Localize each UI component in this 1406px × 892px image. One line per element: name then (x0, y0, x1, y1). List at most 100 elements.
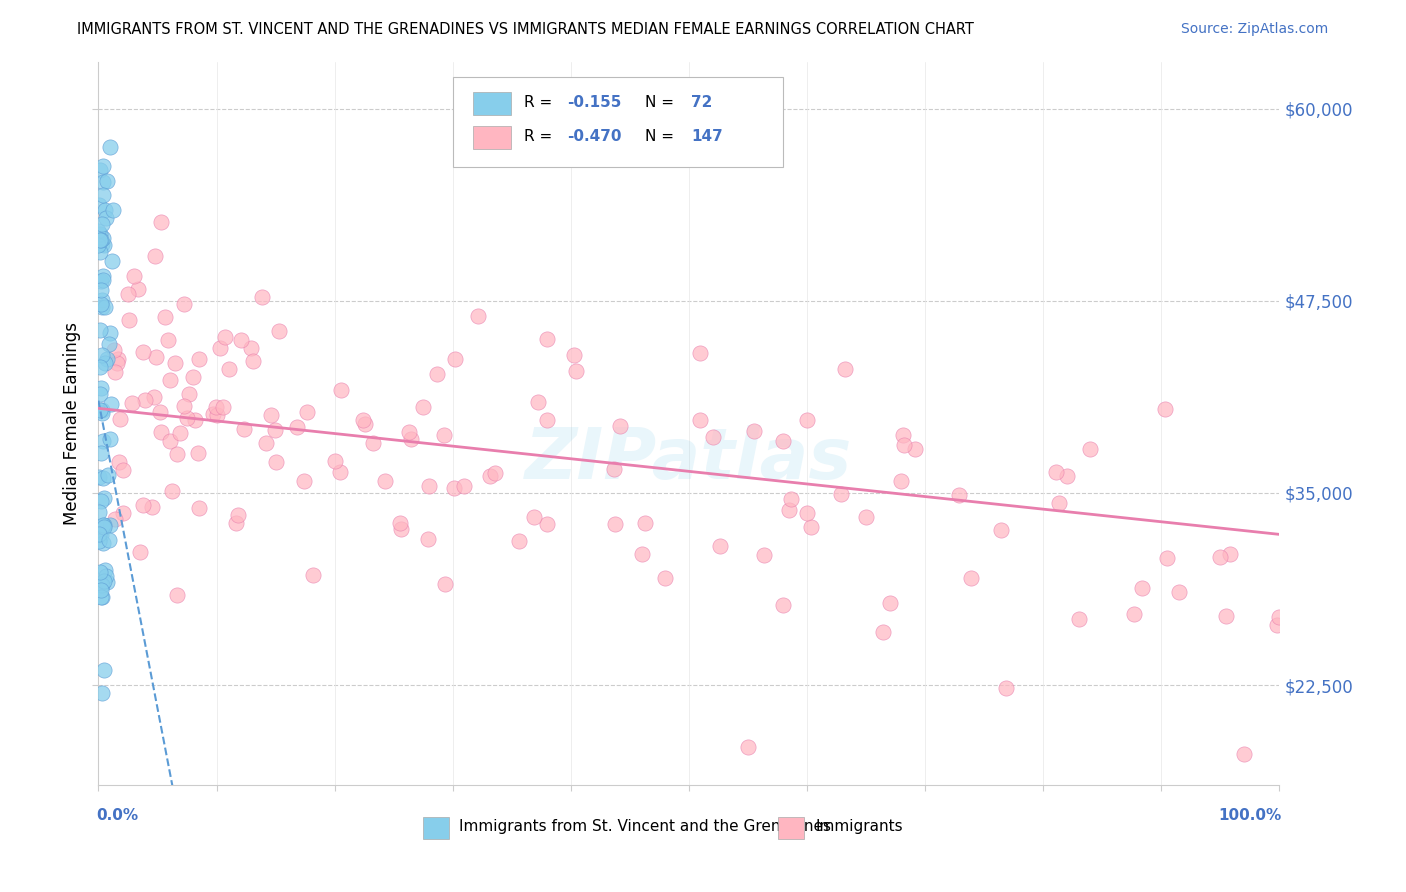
Point (131, 499, 153, 513)
Point (231, 333, 253, 347)
Point (93, 471, 115, 485)
Point (872, 625, 894, 640)
Point (117, 287, 139, 301)
Point (329, 466, 352, 480)
Point (103, 343, 125, 358)
Text: -0.470: -0.470 (567, 129, 621, 145)
Point (107, 351, 129, 366)
Point (90, 493, 112, 508)
Point (90, 446, 112, 460)
Bar (778, 817, 803, 839)
Point (433, 428, 456, 442)
Point (702, 430, 724, 444)
Point (149, 405, 172, 419)
Point (173, 297, 195, 311)
Text: -0.155: -0.155 (567, 95, 621, 110)
Point (90, 300, 112, 314)
Point (89, 583, 111, 598)
Point (796, 413, 818, 427)
Point (98, 326, 121, 340)
Point (250, 290, 273, 304)
Point (122, 268, 145, 283)
Point (285, 420, 308, 434)
Text: 0.0%: 0.0% (96, 808, 138, 822)
Point (1219, 547, 1241, 561)
Point (634, 516, 657, 530)
Point (187, 446, 209, 460)
Point (166, 447, 188, 461)
Point (90, 406, 112, 420)
Point (91, 518, 114, 533)
Point (218, 361, 240, 376)
Point (166, 588, 188, 602)
Point (145, 350, 167, 364)
Text: N =: N = (645, 129, 679, 145)
Point (97, 467, 120, 482)
Point (990, 523, 1012, 537)
Point (1268, 609, 1291, 624)
Point (302, 568, 325, 582)
Point (264, 423, 287, 437)
Point (153, 310, 176, 324)
Point (96, 173, 118, 187)
Point (173, 399, 195, 413)
Point (143, 249, 166, 263)
Text: 147: 147 (692, 129, 723, 145)
Point (562, 348, 585, 362)
Point (108, 412, 131, 426)
Point (91, 434, 114, 449)
Point (93, 574, 115, 588)
Point (242, 354, 264, 368)
Point (91, 402, 114, 417)
Point (523, 510, 546, 524)
Point (603, 516, 626, 531)
Point (834, 362, 856, 376)
Point (87, 224, 110, 238)
Point (1123, 607, 1146, 622)
Point (87, 238, 110, 252)
Point (256, 436, 278, 450)
Point (352, 412, 374, 426)
Point (100, 254, 122, 268)
Text: ZIPatlas: ZIPatlas (526, 425, 852, 494)
Point (361, 436, 384, 450)
Point (93, 300, 115, 314)
Point (742, 424, 765, 438)
Point (526, 394, 548, 409)
Point (948, 488, 970, 502)
Point (603, 462, 626, 476)
Point (1265, 618, 1288, 632)
Point (399, 433, 422, 447)
Point (772, 599, 794, 613)
Point (264, 454, 287, 468)
Point (225, 516, 247, 530)
Point (93, 238, 115, 252)
Point (90, 578, 112, 592)
Point (398, 425, 420, 439)
Point (323, 454, 346, 468)
Point (800, 519, 823, 533)
Point (87, 470, 110, 484)
Y-axis label: Median Female Earnings: Median Female Earnings (63, 322, 82, 525)
Point (93, 663, 115, 677)
Point (89, 322, 111, 336)
Point (128, 545, 150, 559)
Point (239, 341, 262, 355)
Point (389, 522, 412, 536)
Point (89, 233, 111, 247)
Point (90, 577, 112, 591)
Point (112, 462, 135, 476)
Point (108, 455, 131, 469)
Point (89, 505, 111, 519)
Point (444, 352, 467, 367)
Text: R =: R = (523, 95, 557, 110)
Point (879, 596, 901, 610)
Point (294, 474, 316, 488)
Point (89, 244, 111, 259)
Text: R =: R = (523, 129, 557, 145)
Point (536, 332, 558, 346)
Point (157, 333, 180, 347)
Point (176, 411, 198, 425)
Point (479, 469, 502, 483)
Point (91, 536, 114, 550)
